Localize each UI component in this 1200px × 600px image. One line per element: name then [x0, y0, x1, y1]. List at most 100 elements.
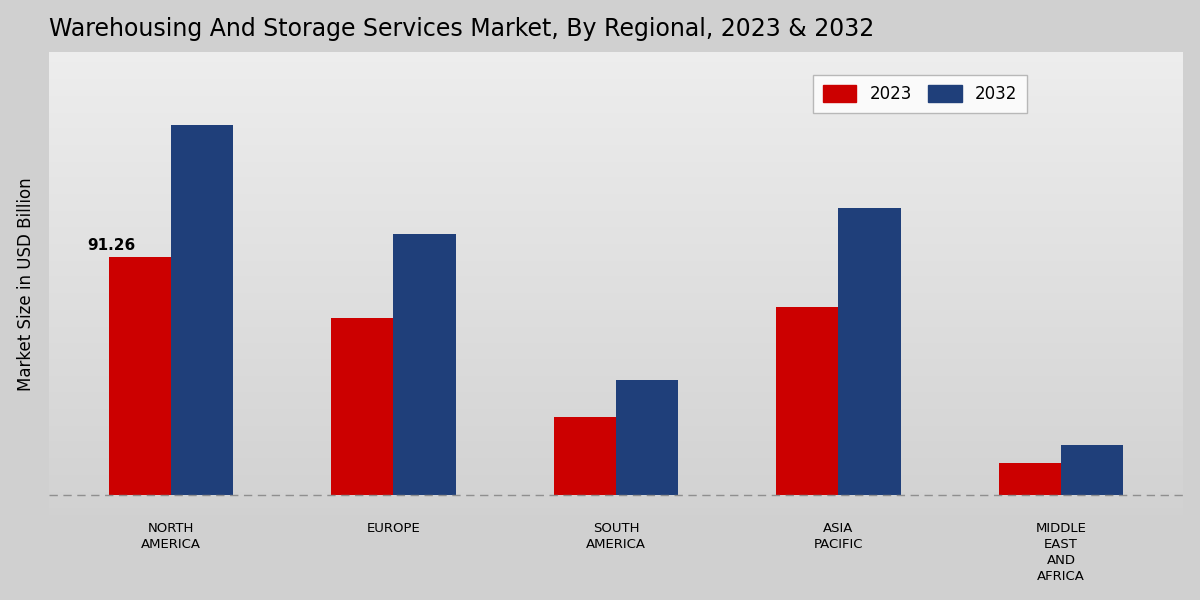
Bar [48, 63, 1183, 65]
Bar [553, 416, 616, 494]
Bar [48, 455, 1183, 457]
Bar [48, 253, 1183, 254]
Bar [48, 370, 1183, 372]
Bar [48, 427, 1183, 429]
Bar [48, 168, 1183, 170]
Bar [48, 392, 1183, 394]
Bar [48, 230, 1183, 232]
Bar [48, 139, 1183, 140]
Bar [839, 208, 901, 494]
Bar [48, 171, 1183, 173]
Bar [48, 265, 1183, 267]
Bar [48, 133, 1183, 134]
Bar [48, 216, 1183, 217]
Bar [48, 432, 1183, 434]
Bar [48, 159, 1183, 160]
Bar [1061, 445, 1123, 494]
Bar [48, 113, 1183, 114]
Bar [48, 394, 1183, 395]
Bar [48, 190, 1183, 191]
Bar [48, 407, 1183, 409]
Bar [48, 82, 1183, 83]
Bar [48, 449, 1183, 451]
Bar [48, 472, 1183, 474]
Bar [48, 386, 1183, 387]
Bar [48, 151, 1183, 152]
Bar [48, 359, 1183, 361]
Bar [48, 199, 1183, 200]
Bar [48, 488, 1183, 489]
Bar [48, 210, 1183, 211]
Bar [48, 236, 1183, 238]
Bar [48, 376, 1183, 378]
Bar [48, 384, 1183, 386]
Bar [48, 383, 1183, 384]
Bar [48, 503, 1183, 505]
Bar [48, 248, 1183, 250]
Bar [48, 208, 1183, 210]
Bar [48, 400, 1183, 401]
Bar [48, 511, 1183, 512]
Bar [48, 492, 1183, 494]
Bar [48, 437, 1183, 438]
Bar [48, 416, 1183, 418]
Bar [48, 340, 1183, 341]
Bar [48, 372, 1183, 373]
Bar [48, 494, 1183, 496]
Bar [48, 197, 1183, 199]
Bar [616, 380, 678, 494]
Bar [48, 505, 1183, 506]
Bar [48, 162, 1183, 163]
Bar [48, 221, 1183, 222]
Bar [48, 364, 1183, 365]
Bar [48, 480, 1183, 481]
Bar [48, 419, 1183, 421]
Bar [48, 77, 1183, 79]
Bar [331, 317, 394, 494]
Bar [48, 302, 1183, 304]
Bar [48, 102, 1183, 103]
Bar [48, 500, 1183, 502]
Bar [48, 327, 1183, 329]
Bar [48, 308, 1183, 310]
Bar [48, 347, 1183, 349]
Bar [48, 497, 1183, 499]
Bar [48, 268, 1183, 270]
Legend: 2023, 2032: 2023, 2032 [812, 74, 1027, 113]
Bar [48, 95, 1183, 97]
Bar [48, 464, 1183, 466]
Bar [48, 457, 1183, 458]
Bar [48, 318, 1183, 319]
Bar [48, 105, 1183, 106]
Bar [48, 97, 1183, 98]
Bar [48, 489, 1183, 491]
Bar [48, 124, 1183, 125]
Bar [48, 496, 1183, 497]
Bar [48, 73, 1183, 74]
Bar [48, 326, 1183, 327]
Bar [48, 91, 1183, 92]
Bar [48, 418, 1183, 419]
Bar [109, 257, 170, 494]
Bar [48, 131, 1183, 133]
Bar [48, 329, 1183, 330]
Bar [48, 273, 1183, 275]
Bar [48, 145, 1183, 146]
Bar [48, 250, 1183, 251]
Bar [48, 469, 1183, 470]
Bar [48, 211, 1183, 213]
Bar [48, 128, 1183, 130]
Bar [48, 283, 1183, 284]
Bar [48, 475, 1183, 477]
Bar [48, 460, 1183, 461]
Bar [48, 361, 1183, 362]
Bar [48, 86, 1183, 88]
Bar [48, 179, 1183, 181]
Bar [48, 435, 1183, 437]
Bar [48, 143, 1183, 145]
Bar [48, 369, 1183, 370]
Bar [48, 514, 1183, 515]
Y-axis label: Market Size in USD Billion: Market Size in USD Billion [17, 177, 35, 391]
Bar [48, 506, 1183, 508]
Bar [48, 356, 1183, 358]
